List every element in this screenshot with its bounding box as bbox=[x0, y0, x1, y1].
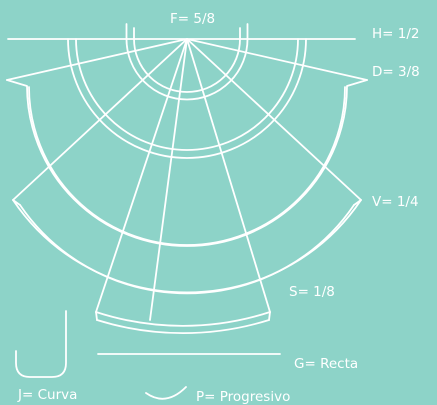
ray-3 bbox=[95, 38, 188, 313]
label-f: F= 5/8 bbox=[170, 11, 215, 27]
sector-s-right-cap bbox=[268, 311, 271, 321]
ray-6 bbox=[186, 38, 362, 201]
fan-lines bbox=[6, 23, 368, 400]
sector-s-outer bbox=[95, 311, 271, 327]
arc-f-inner bbox=[133, 27, 241, 93]
arc-f-outer bbox=[125, 23, 249, 101]
sector-v-left-cap bbox=[12, 199, 21, 206]
ray-5 bbox=[186, 38, 271, 313]
label-p: P= Progresivo bbox=[196, 389, 290, 405]
label-j: J= Curva bbox=[17, 387, 77, 403]
ray-2 bbox=[12, 38, 188, 201]
ray-4 bbox=[149, 38, 188, 321]
label-g: G= Recta bbox=[294, 356, 358, 372]
label-d: D= 3/8 bbox=[372, 64, 420, 80]
label-h: H= 1/2 bbox=[372, 26, 419, 42]
sector-v-right-cap bbox=[353, 199, 362, 206]
label-s: S= 1/8 bbox=[289, 284, 335, 300]
ray-1 bbox=[6, 38, 188, 81]
sector-v-outer bbox=[12, 199, 362, 294]
sector-s-left-cap bbox=[95, 311, 98, 321]
p-curve-shape bbox=[145, 386, 187, 400]
arc-d-inner bbox=[75, 38, 299, 151]
ray-7 bbox=[186, 38, 368, 81]
arc-d-outer bbox=[67, 38, 307, 159]
sector-v-inner bbox=[19, 204, 355, 295]
sector-mid-band bbox=[6, 79, 368, 247]
label-v: V= 1/4 bbox=[372, 194, 419, 210]
sector-mid-inner bbox=[28, 86, 346, 246]
sector-s-inner bbox=[96, 319, 270, 334]
labels: F= 5/8 H= 1/2 D= 3/8 V= 1/4 S= 1/8 G= Re… bbox=[17, 11, 420, 405]
j-curve-shape bbox=[15, 310, 67, 378]
